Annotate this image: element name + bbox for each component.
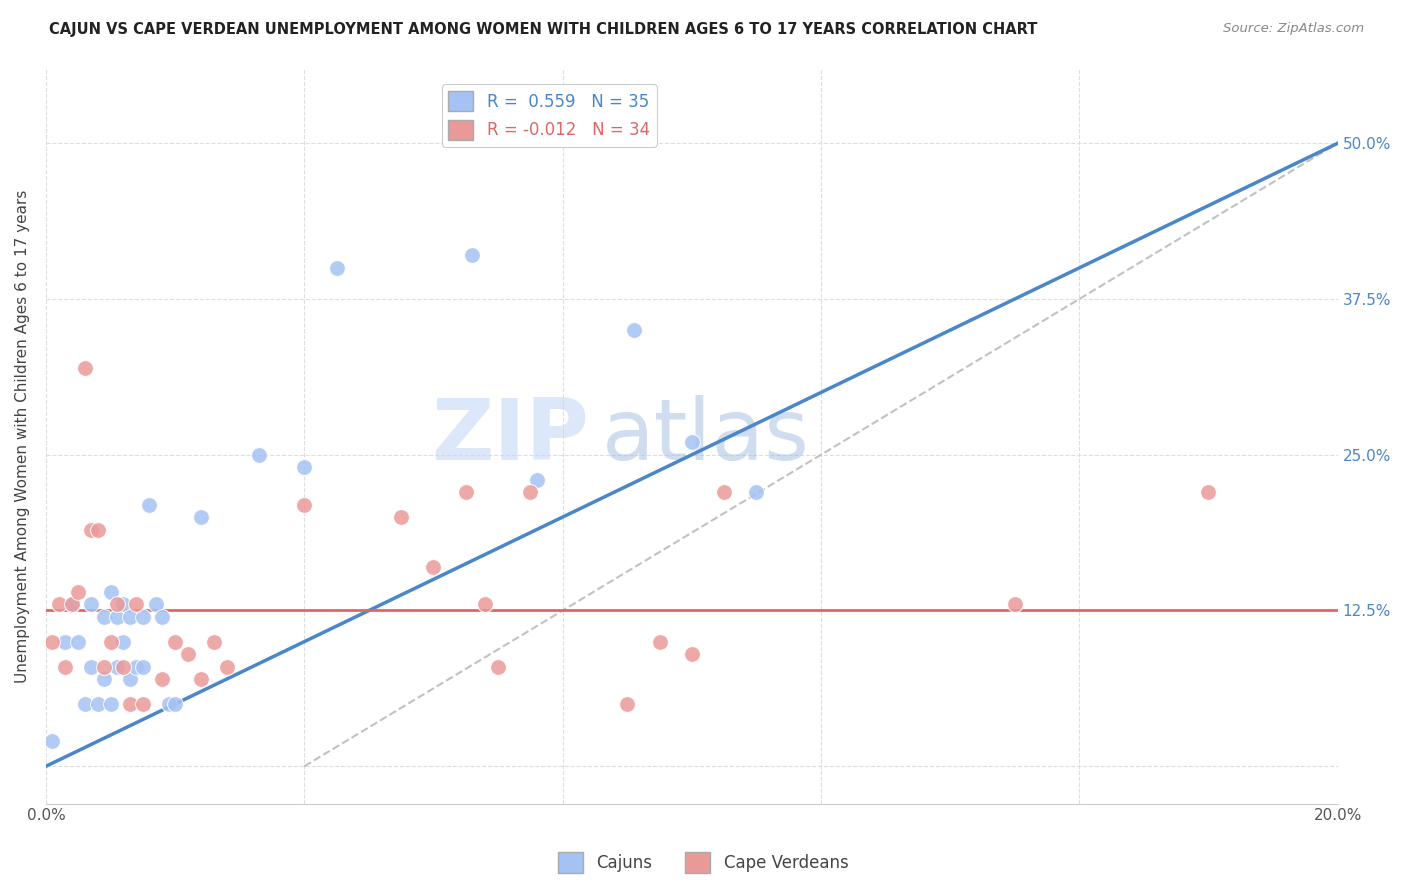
- Point: [745, 485, 768, 500]
- Text: CAJUN VS CAPE VERDEAN UNEMPLOYMENT AMONG WOMEN WITH CHILDREN AGES 6 TO 17 YEARS : CAJUN VS CAPE VERDEAN UNEMPLOYMENT AMONG…: [49, 22, 1038, 37]
- Point: [100, 697, 122, 711]
- Point: [165, 634, 187, 648]
- Point: [53, 634, 76, 648]
- Point: [86, 697, 108, 711]
- Point: [60, 597, 83, 611]
- Point: [150, 609, 173, 624]
- Point: [100, 634, 122, 648]
- Point: [112, 597, 135, 611]
- Point: [93, 672, 115, 686]
- Point: [681, 647, 703, 661]
- Point: [474, 597, 496, 611]
- Point: [73, 697, 96, 711]
- Point: [93, 609, 115, 624]
- Point: [105, 659, 128, 673]
- Point: [389, 510, 412, 524]
- Text: ZIP: ZIP: [430, 394, 589, 477]
- Point: [118, 697, 141, 711]
- Point: [132, 609, 155, 624]
- Point: [150, 672, 173, 686]
- Point: [73, 360, 96, 375]
- Point: [105, 609, 128, 624]
- Point: [41, 734, 63, 748]
- Point: [486, 659, 509, 673]
- Point: [215, 659, 238, 673]
- Point: [648, 634, 671, 648]
- Point: [125, 597, 148, 611]
- Point: [138, 498, 160, 512]
- Point: [526, 473, 548, 487]
- Point: [681, 435, 703, 450]
- Point: [190, 672, 212, 686]
- Point: [112, 659, 135, 673]
- Point: [145, 597, 167, 611]
- Point: [157, 697, 180, 711]
- Point: [292, 498, 315, 512]
- Point: [422, 560, 444, 574]
- Point: [105, 597, 128, 611]
- Point: [132, 659, 155, 673]
- Point: [118, 672, 141, 686]
- Point: [713, 485, 735, 500]
- Point: [165, 697, 187, 711]
- Point: [80, 523, 103, 537]
- Point: [202, 634, 225, 648]
- Point: [177, 647, 200, 661]
- Point: [41, 634, 63, 648]
- Point: [623, 323, 645, 337]
- Point: [132, 697, 155, 711]
- Legend: Cajuns, Cape Verdeans: Cajuns, Cape Verdeans: [551, 846, 855, 880]
- Point: [325, 260, 347, 275]
- Point: [93, 659, 115, 673]
- Point: [67, 634, 90, 648]
- Point: [67, 584, 90, 599]
- Y-axis label: Unemployment Among Women with Children Ages 6 to 17 years: Unemployment Among Women with Children A…: [15, 189, 30, 682]
- Point: [100, 584, 122, 599]
- Point: [190, 510, 212, 524]
- Point: [112, 634, 135, 648]
- Point: [80, 597, 103, 611]
- Point: [616, 697, 638, 711]
- Text: atlas: atlas: [602, 394, 810, 477]
- Legend: R =  0.559   N = 35, R = -0.012   N = 34: R = 0.559 N = 35, R = -0.012 N = 34: [441, 84, 657, 146]
- Point: [1198, 485, 1220, 500]
- Text: Source: ZipAtlas.com: Source: ZipAtlas.com: [1223, 22, 1364, 36]
- Point: [1004, 597, 1026, 611]
- Point: [60, 597, 83, 611]
- Point: [454, 485, 477, 500]
- Point: [48, 597, 70, 611]
- Point: [247, 448, 270, 462]
- Point: [292, 460, 315, 475]
- Point: [118, 609, 141, 624]
- Point: [86, 523, 108, 537]
- Point: [80, 659, 103, 673]
- Point: [461, 248, 484, 262]
- Point: [53, 659, 76, 673]
- Point: [519, 485, 541, 500]
- Point: [125, 659, 148, 673]
